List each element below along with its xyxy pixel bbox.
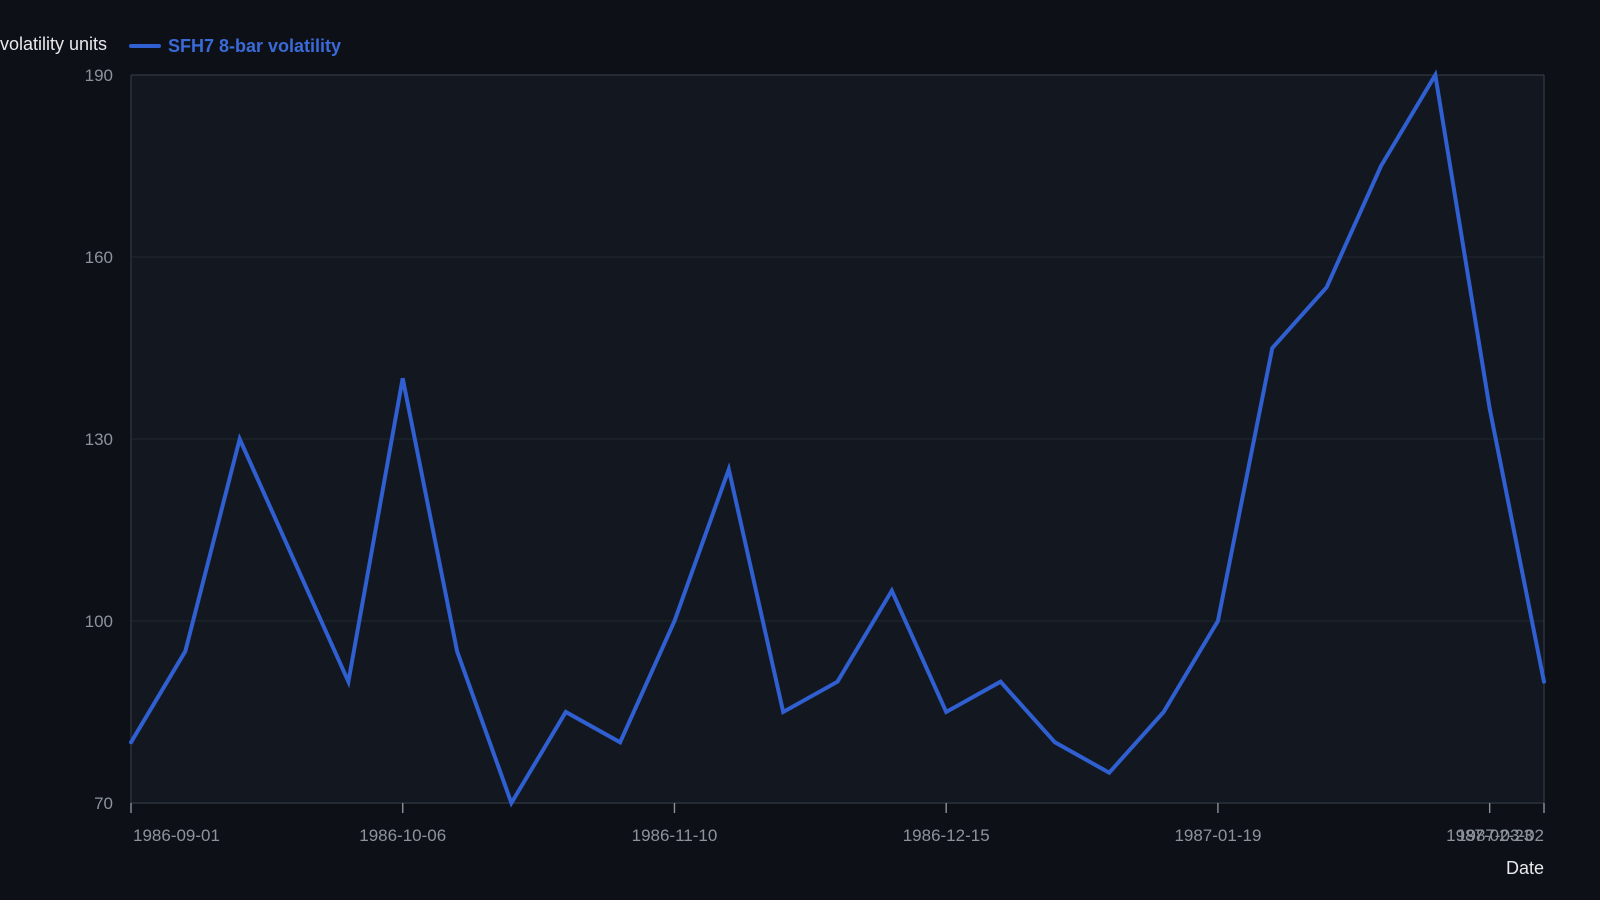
series-lines [129,69,1546,808]
x-tick-label: 1987-02-23 [1446,826,1533,845]
x-axis-title: Date [1506,858,1544,878]
series-line-sfh7-volatility [129,69,1546,808]
x-tick-label: 1986-09-01 [133,826,220,845]
y-tick-label: 160 [85,248,113,267]
x-tick-label: 1987-03-02 [1457,826,1544,845]
legend-label: SFH7 8-bar volatility [168,36,341,56]
y-tick-labels: 70 100 130 160 190 [85,66,113,813]
y-tick-label: 70 [94,794,113,813]
grid-lines [131,256,1544,622]
x-tick-label: 1986-10-06 [359,826,446,845]
x-tick-label: 1986-12-15 [903,826,990,845]
x-tick-label: 1986-11-10 [632,826,718,845]
y-tick-label: 100 [85,612,113,631]
y-tick-label: 130 [85,430,113,449]
y-tick-label: 190 [85,66,113,85]
legend[interactable]: SFH7 8-bar volatility [129,36,341,56]
x-tick-label: 1987-01-19 [1174,826,1261,845]
x-ticks: 1986-09-01 1986-10-06 1986-11-10 1986-12-15… [130,803,1545,845]
y-axis-title: volatility units [0,34,107,54]
